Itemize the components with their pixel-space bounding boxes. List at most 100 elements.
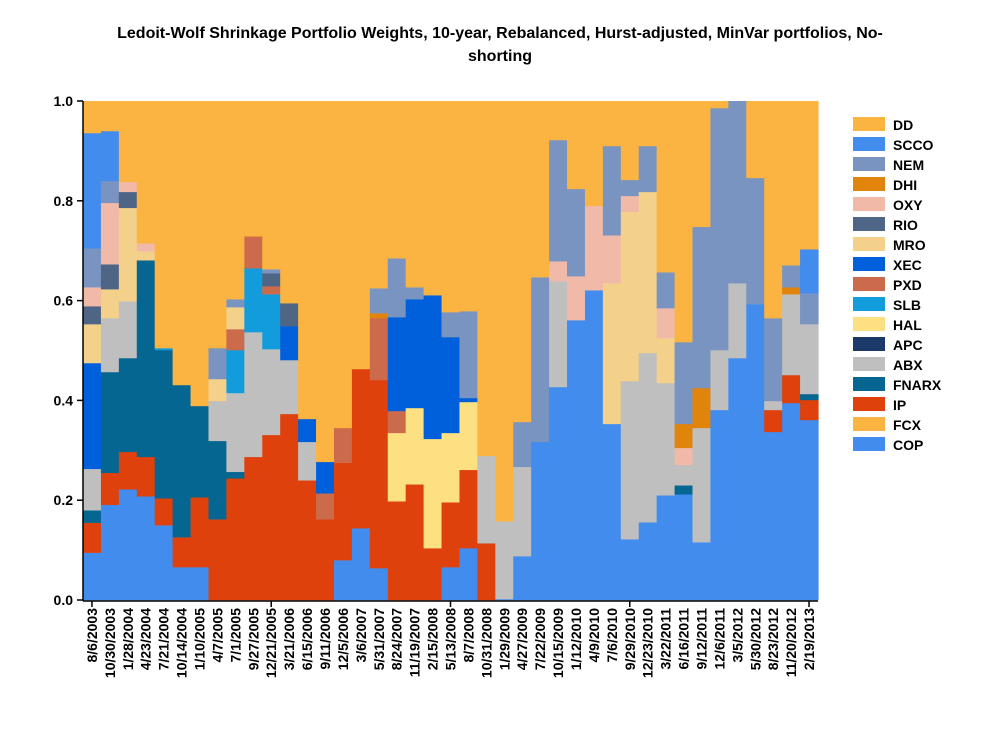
bar-segment-abx	[495, 521, 514, 600]
bar-segment-abx	[226, 392, 245, 473]
bar-segment-mro	[100, 289, 120, 319]
legend-item-nem: NEM	[853, 157, 924, 173]
x-tick-label: 10/15/2009	[550, 608, 566, 678]
bar-segment-dd	[531, 101, 550, 278]
bar-segment-dd	[584, 101, 604, 207]
bar-segment-fnarx	[136, 260, 156, 458]
bar-segment-xec	[316, 461, 335, 494]
bar-segment-ip	[190, 497, 210, 568]
bar-segment-fnarx	[800, 393, 819, 401]
x-tick-label: 8/6/2003	[84, 608, 100, 663]
x-tick-label: 8/23/2012	[765, 608, 781, 670]
bar-segment-abx	[656, 382, 676, 496]
bar-segment-cop	[638, 522, 658, 601]
bar-segment-abx	[638, 353, 658, 523]
bar-segment-dd	[316, 101, 335, 463]
bar-segment-oxy	[549, 261, 568, 282]
bar-segment-pxd	[226, 329, 245, 351]
legend-swatch	[853, 137, 885, 151]
bar-segment-abx	[100, 318, 120, 373]
x-tick-label: 3/22/2011	[658, 608, 674, 670]
bar-segment-dhi	[369, 313, 389, 319]
bar-segment-scco	[100, 130, 120, 182]
y-tick-label: 0.8	[54, 193, 74, 209]
bar-segment-nem	[513, 421, 532, 468]
bar-segment-ip	[477, 543, 496, 601]
bar-segment-ip	[118, 451, 138, 490]
x-tick-label: 3/21/2006	[281, 608, 297, 670]
bar-segment-ip	[441, 502, 461, 568]
bar-segment-slb	[244, 268, 263, 333]
legend-swatch	[853, 197, 885, 211]
x-tick-label: 1/28/2004	[120, 608, 136, 670]
bar-segment-dd	[208, 101, 228, 349]
bar-segment-dd	[513, 101, 532, 423]
bar-segment-nem	[531, 277, 550, 443]
bar-segment-nem	[405, 287, 425, 300]
legend-item-ip: IP	[853, 397, 906, 413]
bar-segment-fnarx	[172, 384, 192, 538]
bar-segment-ip	[423, 548, 443, 601]
bar-segment-mro	[83, 324, 102, 364]
x-tick-label: 7/6/2010	[604, 608, 620, 663]
bar-segment-dd	[710, 101, 729, 109]
bar-segment-nem	[441, 312, 461, 338]
bar-segment-cop	[692, 542, 712, 601]
bar-segment-slb	[154, 348, 174, 351]
legend-label: OXY	[893, 197, 923, 213]
bar-segment-dd	[602, 101, 622, 147]
bar-segment-dd	[459, 101, 478, 312]
legend-label: HAL	[893, 317, 922, 333]
bar-segment-ip	[316, 519, 335, 601]
x-tick-label: 5/31/2007	[371, 608, 387, 670]
bar-segment-mro	[208, 378, 228, 402]
bar-segment-dd	[549, 101, 568, 141]
bar-segment-dd	[620, 101, 640, 181]
bar-segment-nem	[638, 145, 658, 193]
legend-item-apc: APC	[853, 337, 923, 353]
bar-segment-nem	[262, 269, 281, 274]
bar-segment-rio	[280, 303, 299, 327]
legend-label: MRO	[893, 237, 926, 253]
bar-segment-cop	[441, 567, 461, 601]
x-tick-label: 1/29/2009	[496, 608, 512, 670]
legend-swatch	[853, 337, 885, 351]
bar-segment-rio	[262, 273, 281, 287]
bar-segment-xec	[459, 397, 478, 403]
legend-swatch	[853, 257, 885, 271]
x-tick-label: 8/7/2008	[460, 608, 476, 663]
bar-segment-hal	[405, 407, 425, 485]
bar-segment-oxy	[100, 202, 120, 265]
bar-segment-xec	[387, 317, 407, 412]
bar-segment-fnarx	[83, 510, 102, 523]
bar-segment-cop	[495, 599, 514, 601]
bar-segment-dd	[423, 101, 443, 296]
bar-segment-cop	[620, 539, 640, 601]
bar-segment-nem	[800, 293, 819, 325]
bar-segment-nem	[620, 179, 640, 197]
bar-segment-rio	[100, 264, 120, 290]
bar-segment-abx	[118, 301, 138, 359]
bar-segment-dhi	[782, 287, 801, 295]
bar-segment-nem	[728, 101, 747, 284]
bar-segment-dhi	[674, 423, 694, 449]
x-tick-label: 11/19/2007	[407, 608, 423, 678]
x-tick-label: 4/23/2004	[138, 608, 154, 670]
bar-segment-dd	[692, 101, 712, 228]
x-tick-label: 9/29/2010	[622, 608, 638, 670]
bar-segment-cop	[710, 409, 729, 601]
bar-segment-oxy	[567, 276, 586, 321]
bar-segment-cop	[728, 357, 747, 601]
bar-segment-scco	[83, 132, 102, 249]
x-tick-label: 8/24/2007	[389, 608, 405, 670]
bar-segment-dd	[226, 101, 245, 300]
bar-segment-nem	[764, 318, 783, 402]
bar-segment-dd	[280, 101, 299, 304]
bar-segment-cop	[333, 560, 353, 601]
bar-segment-mro	[656, 338, 676, 384]
bar-segment-ip	[100, 472, 120, 505]
legend-label: DD	[893, 117, 913, 133]
legend-swatch	[853, 277, 885, 291]
bar-segment-oxy	[83, 287, 102, 307]
bar-segment-nem	[602, 145, 622, 236]
